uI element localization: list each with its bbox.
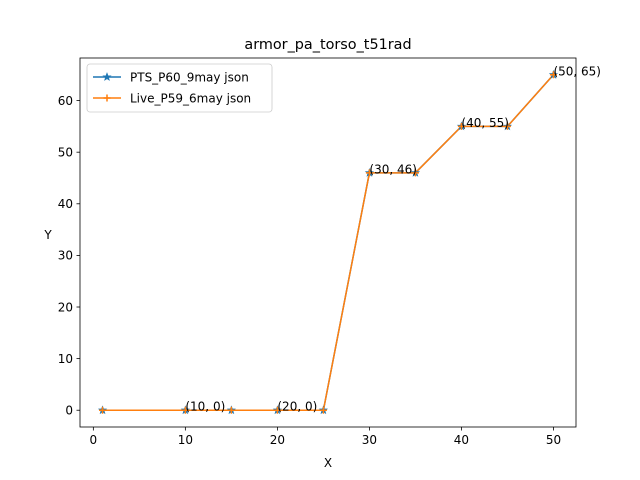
legend-marker-1 xyxy=(102,72,112,81)
plot-frame xyxy=(79,57,577,428)
data-annotations: (10, 0) (20, 0) (30, 46) (40, 55) (50, 65) xyxy=(185,64,601,413)
y-axis: 0 10 20 30 40 50 60 xyxy=(58,94,80,418)
series-line-2 xyxy=(102,74,555,411)
series-2-marker xyxy=(227,406,235,414)
plot-markers xyxy=(97,69,559,415)
legend: PTS_P60_9may json Live_P59_6may json xyxy=(86,63,273,113)
x-tick-label: 20 xyxy=(270,433,285,447)
legend-box xyxy=(86,63,273,113)
series-2-marker xyxy=(457,122,465,130)
y-tick-label: 60 xyxy=(58,94,73,108)
x-axis-label: X xyxy=(324,456,332,470)
y-tick-label: 30 xyxy=(58,249,73,263)
y-tick-label: 20 xyxy=(58,300,73,314)
legend-label-1: PTS_P60_9may json xyxy=(130,70,249,84)
chart-title: armor_pa_torso_t51rad xyxy=(244,37,411,53)
series-2-marker xyxy=(273,406,281,414)
legend-marker-2 xyxy=(103,94,111,102)
series-2-marker xyxy=(181,406,189,414)
plot-lines xyxy=(102,74,555,411)
x-tick-label: 0 xyxy=(90,433,98,447)
x-axis: 0 10 20 30 40 50 xyxy=(90,427,561,447)
y-tick-label: 40 xyxy=(58,197,73,211)
series-2-marker xyxy=(549,71,557,79)
y-tick-label: 10 xyxy=(58,352,73,366)
data-point-annotation: (40, 55) xyxy=(461,116,509,130)
series-2-marker xyxy=(411,169,419,177)
y-tick-label: 50 xyxy=(58,145,73,159)
series-2-marker xyxy=(319,406,327,414)
series-2-marker xyxy=(365,169,373,177)
x-tick-label: 40 xyxy=(454,433,469,447)
x-tick-label: 30 xyxy=(362,433,377,447)
data-point-annotation: (50, 65) xyxy=(553,64,601,78)
series-2-marker xyxy=(99,406,107,414)
data-point-annotation: (10, 0) xyxy=(185,400,225,414)
y-tick-label: 0 xyxy=(65,404,73,418)
legend-label-2: Live_P59_6may json xyxy=(130,91,251,105)
y-axis-label: Y xyxy=(43,228,52,242)
data-point-annotation: (20, 0) xyxy=(277,400,317,414)
x-tick-label: 10 xyxy=(178,433,193,447)
x-tick-label: 50 xyxy=(546,433,561,447)
series-2-marker xyxy=(503,122,511,130)
data-point-annotation: (30, 46) xyxy=(369,162,417,176)
